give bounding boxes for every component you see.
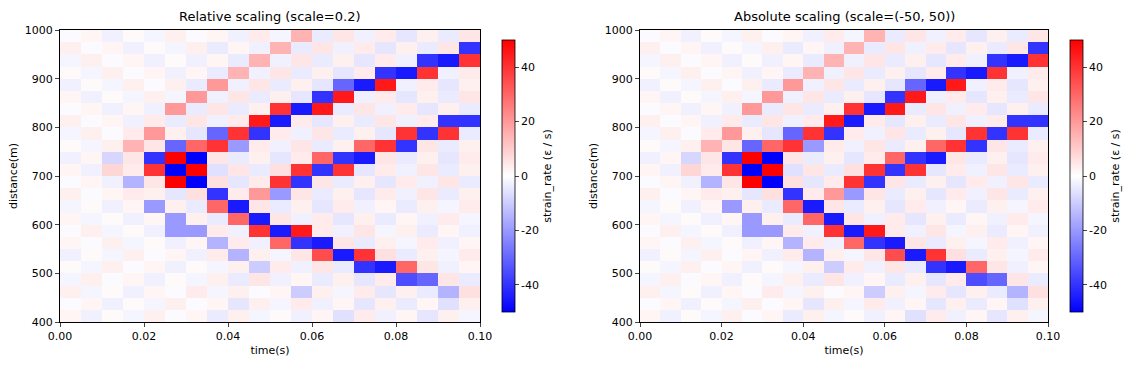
svg-text:500: 500 xyxy=(32,267,53,280)
svg-text:strain_rate (ε / s): strain_rate (ε / s) xyxy=(541,129,554,223)
svg-text:time(s): time(s) xyxy=(250,344,289,357)
svg-text:distance(m): distance(m) xyxy=(587,143,600,209)
svg-text:distance(m): distance(m) xyxy=(7,143,20,209)
svg-text:40: 40 xyxy=(521,61,535,74)
svg-text:Absolute scaling (scale=(-50,: Absolute scaling (scale=(-50, 50)) xyxy=(734,9,955,24)
svg-text:0.04: 0.04 xyxy=(216,330,241,343)
svg-text:1000: 1000 xyxy=(25,24,53,37)
svg-text:0.08: 0.08 xyxy=(384,330,409,343)
svg-text:0.06: 0.06 xyxy=(873,330,898,343)
svg-text:700: 700 xyxy=(612,170,633,183)
svg-text:Relative scaling (scale=0.2): Relative scaling (scale=0.2) xyxy=(179,9,361,24)
svg-text:1000: 1000 xyxy=(605,24,633,37)
svg-text:700: 700 xyxy=(32,170,53,183)
svg-text:0.04: 0.04 xyxy=(791,330,816,343)
svg-text:0.10: 0.10 xyxy=(1036,330,1061,343)
svg-text:0.02: 0.02 xyxy=(132,330,157,343)
svg-text:800: 800 xyxy=(612,121,633,134)
svg-text:400: 400 xyxy=(612,316,633,329)
svg-text:time(s): time(s) xyxy=(824,344,863,357)
svg-text:0.02: 0.02 xyxy=(709,330,734,343)
svg-text:0.08: 0.08 xyxy=(954,330,979,343)
svg-text:40: 40 xyxy=(1089,61,1103,74)
svg-text:900: 900 xyxy=(32,73,53,86)
svg-text:0.00: 0.00 xyxy=(48,330,73,343)
svg-text:-20: -20 xyxy=(1089,224,1107,237)
svg-text:0: 0 xyxy=(521,170,528,183)
svg-text:900: 900 xyxy=(612,73,633,86)
svg-text:0: 0 xyxy=(1089,170,1096,183)
svg-text:-20: -20 xyxy=(521,224,539,237)
svg-text:-40: -40 xyxy=(1089,279,1107,292)
svg-text:strain_rate (ε / s): strain_rate (ε / s) xyxy=(1109,129,1122,223)
svg-text:0.00: 0.00 xyxy=(628,330,653,343)
svg-text:20: 20 xyxy=(521,115,535,128)
svg-text:20: 20 xyxy=(1089,115,1103,128)
svg-text:600: 600 xyxy=(612,219,633,232)
svg-text:500: 500 xyxy=(612,267,633,280)
svg-text:-40: -40 xyxy=(521,279,539,292)
svg-text:600: 600 xyxy=(32,219,53,232)
svg-text:0.06: 0.06 xyxy=(300,330,325,343)
svg-text:400: 400 xyxy=(32,316,53,329)
svg-text:0.10: 0.10 xyxy=(468,330,493,343)
svg-text:800: 800 xyxy=(32,121,53,134)
